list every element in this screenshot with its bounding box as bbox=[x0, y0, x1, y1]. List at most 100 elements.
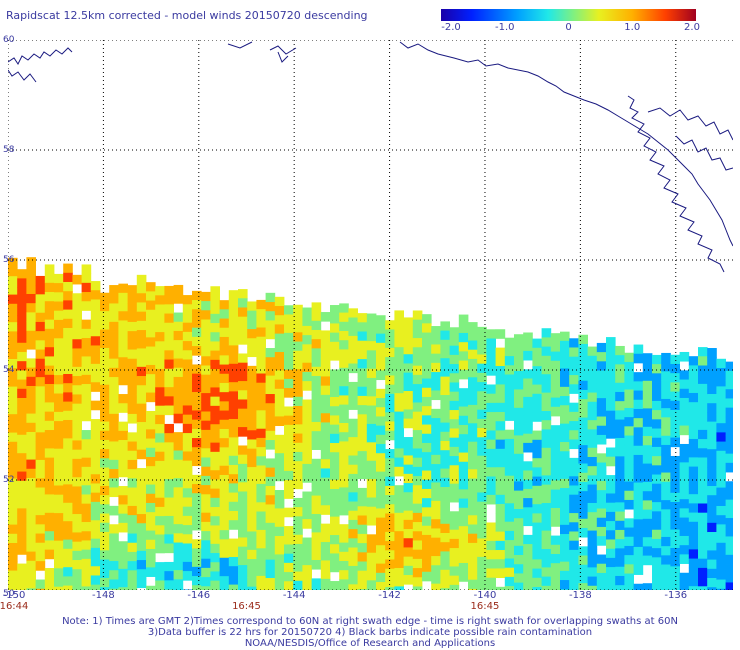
wind-cell bbox=[569, 476, 579, 486]
wind-cell bbox=[44, 328, 55, 339]
wind-cell bbox=[596, 526, 607, 537]
wind-cell bbox=[247, 430, 257, 440]
wind-cell bbox=[320, 404, 331, 414]
wind-cell bbox=[219, 585, 230, 595]
wind-cell bbox=[247, 301, 257, 312]
wind-cell bbox=[468, 322, 478, 332]
wind-cell bbox=[311, 458, 322, 469]
wind-cell bbox=[219, 557, 230, 568]
wind-cell bbox=[569, 503, 579, 514]
wind-cell bbox=[293, 479, 303, 490]
wind-cell bbox=[90, 336, 101, 346]
wind-cell bbox=[118, 357, 128, 367]
wind-cell bbox=[219, 346, 230, 356]
longitude-label: -138 bbox=[569, 590, 592, 601]
wind-cell bbox=[477, 492, 487, 503]
wind-cell bbox=[127, 533, 138, 544]
alaska-panhandle-islands bbox=[627, 95, 734, 273]
wind-cell bbox=[679, 471, 690, 482]
wind-cell bbox=[707, 467, 717, 478]
wind-cell bbox=[182, 313, 193, 324]
wind-cell bbox=[698, 448, 708, 458]
wind-cell bbox=[311, 329, 322, 340]
wind-cell bbox=[210, 323, 220, 333]
wind-cell bbox=[302, 509, 312, 520]
wind-cell bbox=[330, 415, 340, 426]
wind-cell bbox=[670, 584, 680, 595]
wind-cell bbox=[274, 370, 285, 381]
wind-cell bbox=[440, 339, 450, 350]
wind-cell bbox=[339, 386, 349, 396]
wind-cell bbox=[707, 449, 717, 459]
wind-cell bbox=[596, 480, 607, 491]
wind-cell bbox=[624, 352, 634, 363]
wind-cell bbox=[449, 575, 460, 586]
colorbar bbox=[441, 9, 696, 21]
wind-cell bbox=[164, 405, 174, 416]
wind-cell bbox=[652, 419, 662, 429]
longitude-label: -148 bbox=[92, 590, 115, 601]
wind-cell bbox=[118, 504, 128, 515]
wind-cell bbox=[8, 496, 18, 507]
wind-cell bbox=[449, 520, 460, 531]
wind-cell bbox=[44, 476, 55, 486]
wind-cell bbox=[256, 511, 266, 522]
wind-cell bbox=[688, 586, 699, 596]
wind-cell bbox=[458, 332, 469, 343]
wind-cell bbox=[633, 546, 644, 557]
wind-cell bbox=[44, 402, 55, 413]
wind-cell bbox=[164, 304, 174, 314]
wind-cell bbox=[468, 368, 478, 378]
wind-cell bbox=[81, 411, 92, 422]
wind-cell bbox=[118, 541, 128, 551]
wind-cell bbox=[247, 503, 257, 514]
wind-cell bbox=[468, 395, 478, 406]
wind-cell bbox=[707, 403, 717, 413]
wind-cell bbox=[725, 573, 736, 583]
wind-cell bbox=[284, 489, 294, 499]
wind-cell bbox=[320, 450, 331, 460]
wind-cell bbox=[532, 430, 542, 441]
wind-cell bbox=[652, 456, 662, 466]
wind-cell bbox=[431, 344, 441, 355]
wind-cell bbox=[532, 402, 542, 413]
wind-cell bbox=[146, 383, 156, 393]
wind-cell bbox=[100, 439, 110, 450]
wind-cell bbox=[431, 381, 441, 391]
wind-cell bbox=[403, 400, 414, 410]
wind-cell bbox=[486, 485, 496, 496]
wind-cell bbox=[17, 269, 27, 279]
wind-cell bbox=[72, 311, 82, 322]
wind-map[interactable] bbox=[7, 39, 736, 600]
wind-cell bbox=[54, 586, 64, 597]
wind-cell bbox=[431, 500, 441, 511]
wind-cell bbox=[26, 569, 36, 580]
wind-cell bbox=[385, 320, 395, 330]
wind-cell bbox=[210, 497, 220, 508]
wind-cell bbox=[716, 413, 726, 424]
wind-cell bbox=[201, 337, 211, 348]
wind-cell bbox=[624, 417, 634, 427]
wind-cell bbox=[412, 503, 423, 514]
wind-cell bbox=[652, 483, 662, 494]
wind-cell bbox=[265, 513, 276, 524]
wind-cell bbox=[274, 407, 285, 417]
wind-cell bbox=[201, 420, 211, 431]
wind-cell bbox=[136, 348, 147, 359]
wind-cell bbox=[688, 448, 699, 458]
wind-cell bbox=[339, 331, 349, 341]
wind-cell bbox=[210, 488, 220, 499]
wind-cell bbox=[642, 399, 653, 409]
wind-cell bbox=[136, 403, 147, 414]
wind-cell bbox=[17, 407, 27, 417]
wind-cell bbox=[670, 547, 680, 558]
wind-cell bbox=[302, 408, 312, 419]
wind-cell bbox=[357, 441, 368, 452]
wind-cell bbox=[394, 365, 404, 376]
wind-cell bbox=[679, 370, 690, 380]
wind-cell bbox=[54, 577, 64, 588]
wind-cell bbox=[127, 349, 138, 360]
wind-cell bbox=[431, 464, 441, 474]
wind-cell bbox=[532, 384, 542, 395]
wind-cell bbox=[26, 367, 36, 378]
